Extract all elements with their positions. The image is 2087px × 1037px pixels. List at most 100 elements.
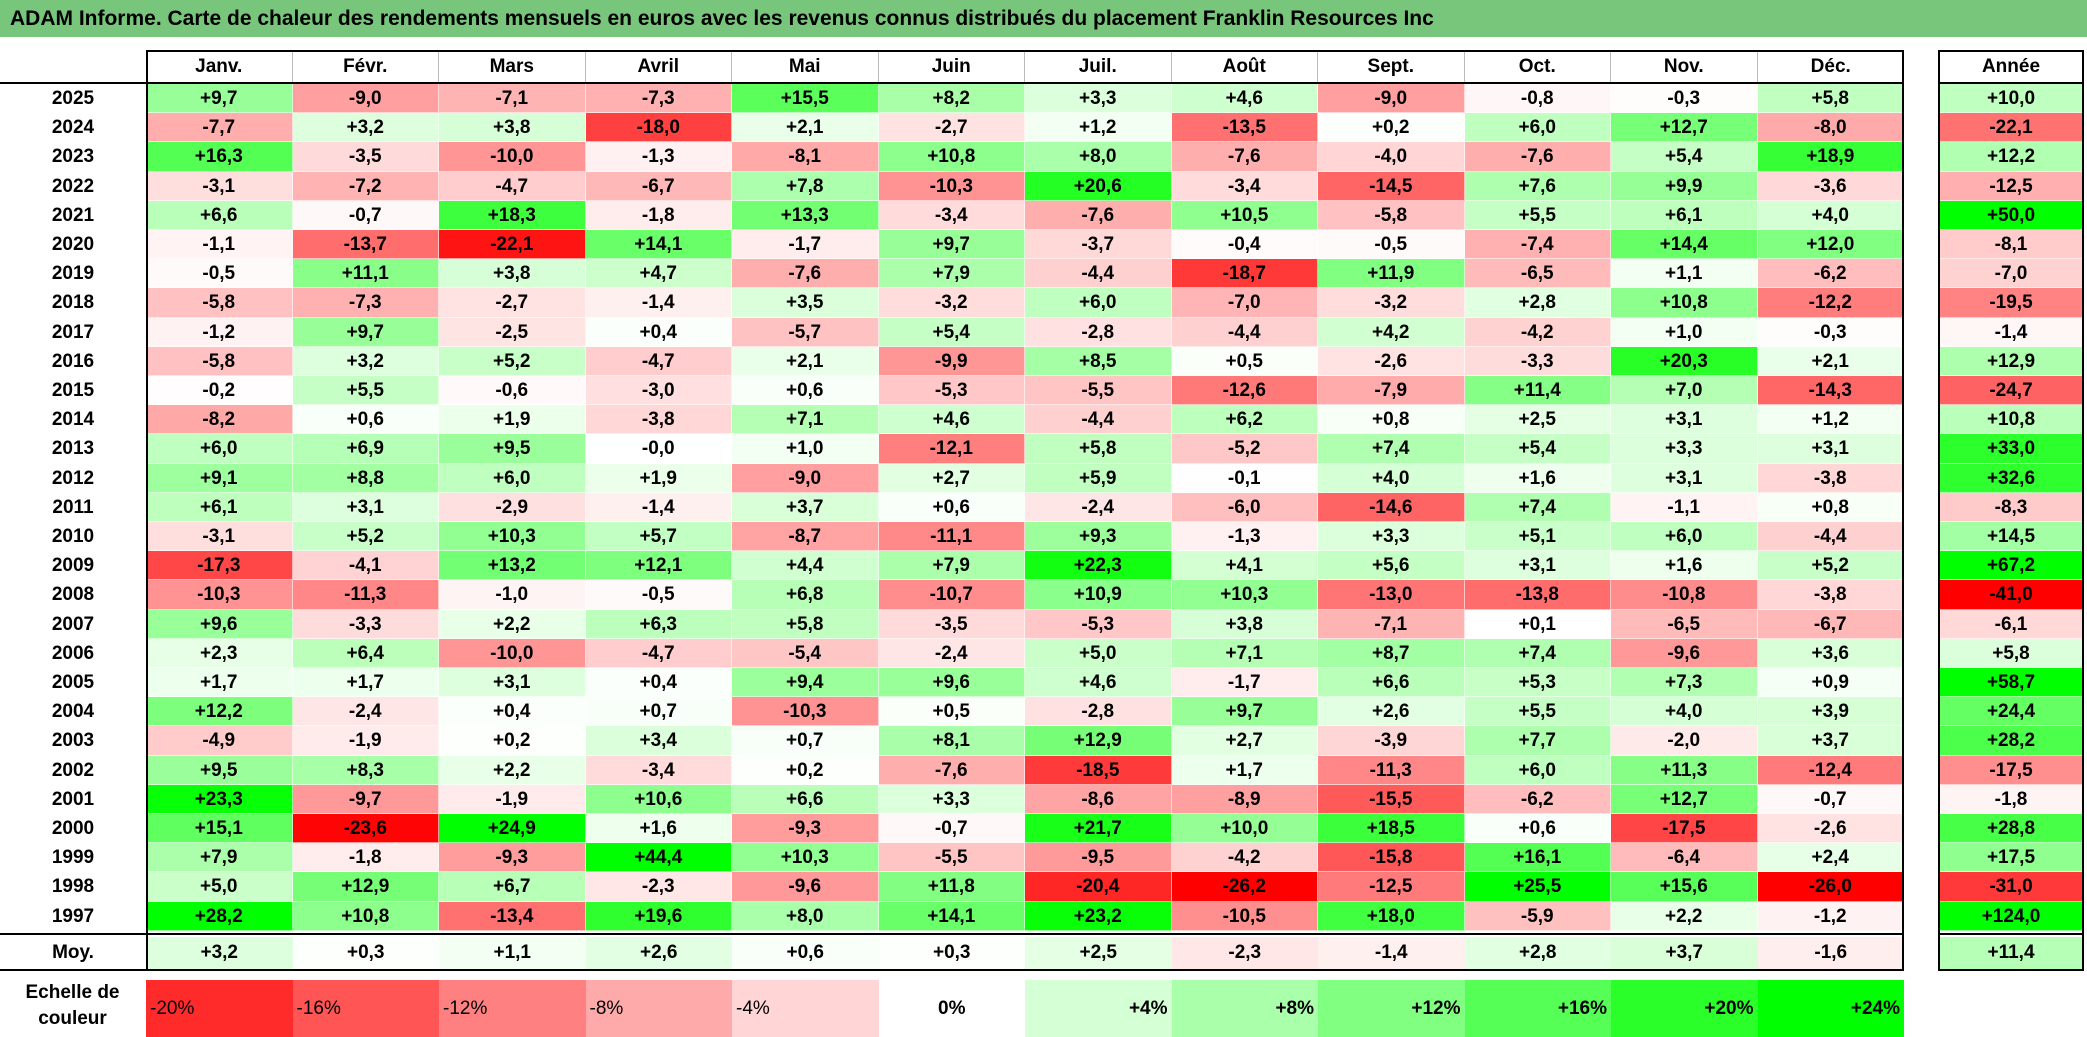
heat-cell: -18,7 <box>1171 259 1318 289</box>
heat-cell: +23,2 <box>1025 901 1172 931</box>
annual-cell: +10,8 <box>1938 405 2084 435</box>
heat-cell: -17,5 <box>1611 814 1758 844</box>
annual-cell: +10,0 <box>1938 84 2084 114</box>
heat-cell: +0,7 <box>585 697 732 727</box>
annual-cell: -6,1 <box>1938 609 2084 639</box>
heat-cell: +6,0 <box>146 434 293 464</box>
heat-cell: +1,0 <box>732 434 879 464</box>
heat-cell: -9,6 <box>1611 638 1758 668</box>
heat-cell: -5,4 <box>732 638 879 668</box>
year-label: 2019 <box>51 263 95 285</box>
heat-cell: +23,3 <box>146 784 293 814</box>
average-cell: +0,6 <box>732 936 879 969</box>
heat-cell: +12,2 <box>146 697 293 727</box>
heat-cell: -13,7 <box>292 230 439 260</box>
heat-cell: -12,4 <box>1757 755 1904 785</box>
heat-cell: +5,6 <box>1318 551 1465 581</box>
heat-cell: +8,3 <box>292 755 439 785</box>
heat-cell: +44,4 <box>585 843 732 873</box>
heat-cell: -9,3 <box>732 814 879 844</box>
heat-cell: -2,3 <box>585 872 732 902</box>
month-header: Août <box>1171 52 1318 82</box>
heat-cell: -8,1 <box>732 142 879 172</box>
year-label: 2023 <box>51 146 95 168</box>
heat-cell: +3,1 <box>439 668 586 698</box>
heat-cell: -12,5 <box>1318 872 1465 902</box>
annual-cell: -41,0 <box>1938 580 2084 610</box>
heat-cell: +6,3 <box>585 609 732 639</box>
color-scale-step: +24% <box>1757 980 1904 1037</box>
heat-cell: +5,1 <box>1464 522 1611 552</box>
heat-cell: +0,4 <box>439 697 586 727</box>
annual-cell: +17,5 <box>1938 843 2084 873</box>
heat-cell: -10,3 <box>878 171 1025 201</box>
annual-cell: +5,8 <box>1938 638 2084 668</box>
month-header: Juin <box>878 52 1025 82</box>
heat-cell: +9,7 <box>1171 697 1318 727</box>
heat-cell: +4,4 <box>732 551 879 581</box>
heat-cell: +4,6 <box>1171 84 1318 114</box>
heat-cell: +3,8 <box>439 113 586 143</box>
heat-cell: +5,4 <box>1611 142 1758 172</box>
heat-cell: -12,2 <box>1757 288 1904 318</box>
heat-cell: +3,2 <box>292 346 439 376</box>
heat-cell: +1,1 <box>1611 259 1758 289</box>
heat-cell: +12,0 <box>1757 230 1904 260</box>
heat-cell: -11,3 <box>1318 755 1465 785</box>
heat-cell: +3,7 <box>1757 726 1904 756</box>
heat-cell: -8,2 <box>146 405 293 435</box>
heat-cell: -1,9 <box>439 784 586 814</box>
heat-cell: -3,7 <box>1025 230 1172 260</box>
heat-cell: -6,2 <box>1464 784 1611 814</box>
heat-cell: -1,7 <box>732 230 879 260</box>
header-separator <box>0 82 1904 84</box>
heat-cell: +5,2 <box>1757 551 1904 581</box>
heat-cell: +9,5 <box>146 755 293 785</box>
heat-cell: -13,5 <box>1171 113 1318 143</box>
heat-cell: +1,2 <box>1757 405 1904 435</box>
heat-cell: -4,4 <box>1757 522 1904 552</box>
month-header: Févr. <box>292 52 439 82</box>
heat-cell: +3,7 <box>732 492 879 522</box>
heat-cell: +25,5 <box>1464 872 1611 902</box>
heat-cell: -6,0 <box>1171 492 1318 522</box>
heat-cell: -3,1 <box>146 171 293 201</box>
heat-cell: +18,0 <box>1318 901 1465 931</box>
heat-cell: +3,1 <box>1611 463 1758 493</box>
year-label: 2005 <box>51 672 95 693</box>
heat-cell: +9,1 <box>146 463 293 493</box>
annual-cell: +24,4 <box>1938 697 2084 727</box>
heat-cell: -13,8 <box>1464 580 1611 610</box>
heat-cell: -14,6 <box>1318 492 1465 522</box>
heat-cell: +10,8 <box>292 901 439 931</box>
heat-cell: +3,1 <box>1464 551 1611 581</box>
heat-cell: +2,1 <box>732 113 879 143</box>
heat-cell: +1,7 <box>146 668 293 698</box>
heat-cell: -6,2 <box>1757 259 1904 289</box>
annual-cell: -1,8 <box>1938 784 2084 814</box>
heat-cell: -9,6 <box>732 872 879 902</box>
heat-cell: +5,4 <box>878 317 1025 347</box>
heat-cell: +7,3 <box>1611 668 1758 698</box>
heat-cell: +2,1 <box>732 346 879 376</box>
heat-cell: +6,6 <box>146 200 293 230</box>
month-header: Déc. <box>1757 52 1904 82</box>
heat-cell: +0,5 <box>1171 346 1318 376</box>
heat-cell: -7,2 <box>292 171 439 201</box>
heat-cell: +0,2 <box>732 755 879 785</box>
heat-cell: +5,2 <box>439 346 586 376</box>
heat-cell: -2,7 <box>439 288 586 318</box>
heat-cell: -1,2 <box>1757 901 1904 931</box>
heat-cell: -11,1 <box>878 522 1025 552</box>
heat-cell: +0,8 <box>1318 405 1465 435</box>
heat-cell: +7,4 <box>1464 492 1611 522</box>
average-annual-cell: +11,4 <box>1938 936 2084 969</box>
heat-cell: +16,1 <box>1464 843 1611 873</box>
heat-cell: -1,1 <box>1611 492 1758 522</box>
heat-cell: -13,0 <box>1318 580 1465 610</box>
year-label: 2016 <box>51 350 95 372</box>
heat-cell: +12,7 <box>1611 113 1758 143</box>
heat-cell: -15,5 <box>1318 784 1465 814</box>
average-separator <box>0 932 1904 935</box>
heat-cell: +28,2 <box>146 901 293 931</box>
